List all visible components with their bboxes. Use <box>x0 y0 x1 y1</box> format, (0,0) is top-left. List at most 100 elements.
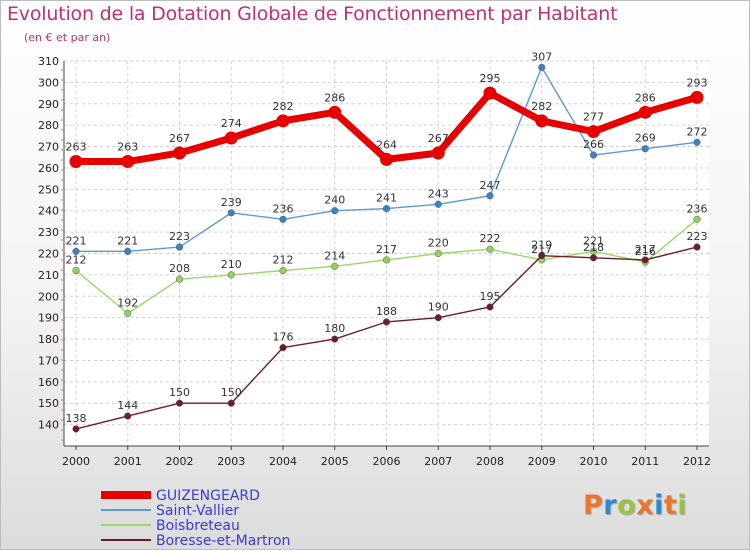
legend-label: Boresse-et-Martron <box>156 533 290 549</box>
y-tick-label: 230 <box>38 226 59 239</box>
data-point <box>69 155 83 169</box>
y-tick-label: 250 <box>38 183 59 196</box>
data-label: 269 <box>635 132 656 145</box>
logo-letter: t <box>663 490 678 521</box>
logo-letter: o <box>617 490 637 521</box>
data-point <box>331 262 339 270</box>
x-tick-label: 2011 <box>631 455 659 468</box>
proxiti-logo: Proxiti <box>583 490 687 521</box>
chart-subtitle: (en € et par an) <box>24 31 111 44</box>
data-label: 138 <box>66 412 87 425</box>
data-point <box>72 425 80 433</box>
data-label: 263 <box>66 141 87 154</box>
x-tick-label: 2006 <box>373 455 401 468</box>
data-point <box>382 318 391 326</box>
data-label: 295 <box>480 72 501 85</box>
data-point <box>589 151 598 159</box>
data-point <box>434 200 442 208</box>
data-point <box>72 247 80 255</box>
data-point <box>693 215 701 223</box>
y-tick-label: 260 <box>38 162 59 175</box>
data-point <box>279 215 287 223</box>
data-label: 247 <box>480 179 501 192</box>
data-label: 216 <box>635 245 656 258</box>
data-point <box>227 399 235 407</box>
data-label: 150 <box>169 386 190 399</box>
x-tick-label: 2000 <box>62 455 90 468</box>
data-label: 267 <box>169 132 190 145</box>
data-label: 219 <box>531 239 552 252</box>
data-label: 221 <box>66 234 87 247</box>
data-label: 223 <box>169 230 190 243</box>
data-point <box>279 344 287 352</box>
y-tick-label: 160 <box>38 376 59 389</box>
data-point <box>434 314 442 322</box>
data-label: 239 <box>221 196 242 209</box>
y-tick-label: 170 <box>38 354 59 367</box>
data-point <box>124 247 132 255</box>
data-label: 293 <box>687 76 708 89</box>
data-point <box>175 243 184 251</box>
data-label: 144 <box>117 399 138 412</box>
data-point <box>276 114 290 128</box>
data-point <box>641 256 649 264</box>
data-label: 267 <box>428 132 449 145</box>
data-label: 282 <box>531 100 552 113</box>
data-point <box>382 256 391 264</box>
data-point <box>483 86 497 100</box>
data-label: 212 <box>66 254 87 267</box>
data-label: 286 <box>324 91 345 104</box>
data-point <box>72 267 80 275</box>
x-tick-label: 2005 <box>321 455 349 468</box>
data-label: 221 <box>117 234 138 247</box>
data-label: 210 <box>221 258 242 271</box>
data-label: 190 <box>428 301 449 314</box>
data-point <box>486 303 494 311</box>
data-point <box>638 105 652 119</box>
data-label: 236 <box>273 202 294 215</box>
x-tick-label: 2004 <box>269 455 297 468</box>
x-tick-label: 2008 <box>476 455 504 468</box>
data-label: 150 <box>221 386 242 399</box>
data-point <box>124 309 132 317</box>
data-point <box>693 243 701 251</box>
x-tick-label: 2010 <box>580 455 608 468</box>
logo-letter: x <box>636 490 655 521</box>
data-point <box>382 205 391 213</box>
data-label: 188 <box>376 305 397 318</box>
x-tick-label: 2002 <box>166 455 194 468</box>
data-point <box>538 63 546 71</box>
data-label: 286 <box>635 91 656 104</box>
logo-letter: i <box>677 490 688 521</box>
data-label: 222 <box>480 232 501 245</box>
y-tick-label: 290 <box>38 98 59 111</box>
y-tick-label: 240 <box>38 205 59 218</box>
logo-letter: r <box>603 490 618 521</box>
data-point <box>121 155 135 169</box>
legend-label: Boisbreteau <box>156 518 240 534</box>
data-point <box>331 207 339 215</box>
data-label: 208 <box>169 262 190 275</box>
data-label: 212 <box>273 254 294 267</box>
x-tick-label: 2007 <box>424 455 452 468</box>
data-point <box>693 138 701 146</box>
data-point <box>224 131 238 145</box>
y-tick-label: 270 <box>38 141 59 154</box>
data-point <box>486 192 494 200</box>
x-tick-label: 2009 <box>528 455 556 468</box>
data-label: 307 <box>531 50 552 63</box>
y-tick-label: 150 <box>38 397 59 410</box>
logo-letter: P <box>583 490 604 521</box>
axes: 140 150 160 170 180 190 200 210 220 230 240 250 260 2… <box>38 55 711 468</box>
chart-title: Evolution de la Dotation Globale de Fonc… <box>7 3 618 25</box>
data-label: 274 <box>221 117 242 130</box>
data-point <box>279 267 287 275</box>
y-tick-label: 210 <box>38 269 59 282</box>
y-tick-label: 180 <box>38 333 59 346</box>
data-point <box>486 245 494 253</box>
data-point <box>175 399 184 407</box>
legend-label: Saint-Vallier <box>156 503 239 519</box>
data-label: 195 <box>480 290 501 303</box>
data-label: 272 <box>687 125 708 138</box>
